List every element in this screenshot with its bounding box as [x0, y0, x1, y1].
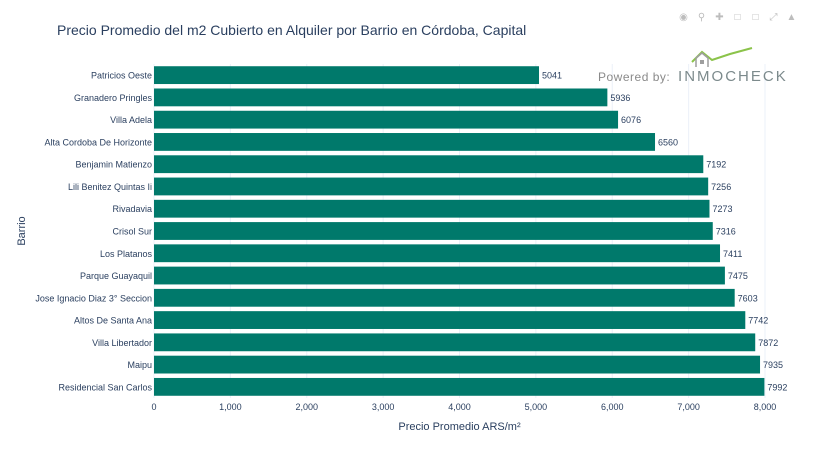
data-label: 7316 [716, 227, 736, 237]
brand-watermark: Powered by: INMOCHECK [598, 46, 786, 86]
bar [154, 266, 725, 285]
category-label: Maipu [127, 360, 152, 370]
x-tick-label: 5,000 [525, 402, 548, 412]
data-label: 7935 [763, 360, 783, 370]
category-label: Jose Ignacio Diaz 3° Seccion [35, 293, 152, 303]
x-tick-label: 3,000 [372, 402, 395, 412]
data-label: 7273 [712, 204, 732, 214]
bar [154, 355, 761, 374]
category-label: Benjamin Matienzo [75, 160, 152, 170]
data-label: 7872 [758, 338, 778, 348]
category-label: Parque Guayaquil [80, 271, 152, 281]
powered-by-label: Powered by: [598, 70, 671, 84]
data-label: 7256 [711, 182, 731, 192]
autoscale-icon[interactable]: ⤢ [769, 12, 778, 23]
modebar: ◉ ⚲ ✚ □ □ ⤢ ▲ [678, 12, 797, 23]
category-label: Altos De Santa Ana [74, 316, 152, 326]
category-label: Alta Cordoba De Horizonte [44, 137, 152, 147]
data-label: 5041 [542, 71, 562, 81]
x-tick-label: 4,000 [448, 402, 471, 412]
category-label: Los Platanos [100, 249, 153, 259]
bar [154, 110, 619, 129]
x-tick-label: 1,000 [219, 402, 242, 412]
category-label: Villa Libertador [92, 338, 152, 348]
data-label: 7411 [723, 249, 742, 259]
x-tick-label: 6,000 [601, 402, 624, 412]
data-label: 7475 [728, 271, 748, 281]
category-label: Granadero Pringles [74, 93, 153, 103]
category-label: Lili Benitez Quintas Ii [68, 182, 152, 192]
category-label: Crisol Sur [112, 227, 152, 237]
data-label: 5936 [610, 93, 630, 103]
x-axis-title: Precio Promedio ARS/m² [398, 421, 521, 433]
category-label: Villa Adela [110, 115, 152, 125]
bar [154, 288, 735, 307]
bar [154, 333, 756, 352]
x-tick-label: 8,000 [754, 402, 777, 412]
zoom-out-icon[interactable]: □ [752, 12, 759, 23]
category-label: Residencial San Carlos [58, 382, 152, 392]
bar [154, 222, 713, 240]
bar [154, 88, 608, 107]
home-icon[interactable]: ▲ [786, 12, 797, 23]
house-logo-icon [691, 47, 753, 67]
bar [154, 66, 540, 85]
brand-name: INMOCHECK [678, 68, 788, 85]
data-label: 7742 [748, 316, 768, 326]
x-tick-label: 7,000 [677, 402, 700, 412]
x-tick-label: 2,000 [295, 402, 318, 412]
bar [154, 244, 721, 263]
bar [154, 311, 746, 329]
x-tick-label: 0 [151, 402, 156, 412]
camera-icon[interactable]: ◉ [679, 12, 688, 23]
data-label: 7603 [738, 293, 758, 303]
category-label: Rivadavia [112, 204, 152, 214]
bar [154, 377, 765, 396]
bar [154, 177, 709, 196]
data-label: 7192 [706, 160, 726, 170]
bar [154, 133, 656, 151]
chart-title: Precio Promedio del m2 Cubierto en Alqui… [57, 22, 527, 38]
bar [154, 155, 704, 174]
data-label: 6560 [658, 137, 678, 147]
zoom-icon[interactable]: ⚲ [697, 12, 706, 23]
category-label: Patricios Oeste [91, 71, 152, 81]
zoom-in-icon[interactable]: □ [734, 12, 741, 23]
pan-icon[interactable]: ✚ [715, 12, 724, 23]
data-label: 6076 [621, 115, 641, 125]
y-axis-title: Barrio [16, 216, 28, 245]
data-label: 7992 [767, 382, 787, 392]
bar [154, 199, 710, 218]
